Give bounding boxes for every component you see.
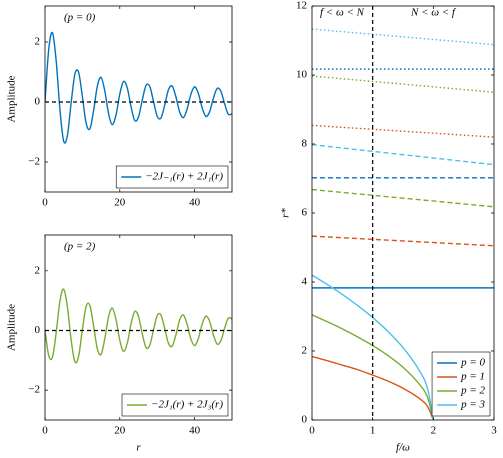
x-tick-label: 40	[189, 425, 201, 437]
data-line	[312, 188, 494, 208]
data-line	[312, 274, 435, 420]
y-tick-label: 6	[302, 207, 308, 219]
data-line	[312, 143, 494, 166]
y-tick-label: 2	[35, 264, 41, 276]
data-line	[312, 314, 435, 420]
legend: −2J₋₁(r) + 2J₁(r)	[115, 165, 229, 189]
x-axis-label: r	[136, 442, 141, 454]
annotation: f < ω < N	[320, 7, 365, 19]
y-axis-label: Amplitude	[6, 304, 18, 351]
data-line	[312, 235, 494, 247]
x-tick-label: 0	[42, 425, 48, 437]
plot-area	[312, 6, 494, 420]
y-tick-label: −2	[28, 156, 40, 168]
x-tick-label: 20	[114, 197, 126, 209]
data-line	[312, 75, 494, 93]
data-line	[45, 31, 232, 144]
y-tick-label: 2	[35, 36, 41, 48]
y-tick-label: −2	[28, 384, 40, 396]
y-tick-label: 2	[302, 345, 308, 357]
axes-frame	[44, 5, 233, 193]
legend: p = 0 p = 1 p = 2 p = 3	[431, 351, 491, 417]
x-axis-label: f/ω	[396, 442, 410, 454]
legend-label: p = 1	[460, 371, 485, 383]
legend-label: −2J₁(r) + 2J₃(r)	[151, 399, 223, 411]
x-tick-label: 1	[370, 425, 376, 437]
x-tick-label: 20	[114, 425, 126, 437]
x-tick-label: 0	[42, 197, 48, 209]
legend-box	[115, 165, 229, 189]
y-tick-label: 8	[302, 138, 308, 150]
plot-area	[45, 31, 232, 144]
y-axis-label: Amplitude	[6, 75, 18, 122]
annotation: N < ω < f	[410, 7, 457, 19]
x-tick-label: 2	[431, 425, 437, 437]
y-tick-label: 0	[302, 414, 308, 426]
data-line	[312, 124, 494, 138]
y-tick-label: 0	[35, 96, 41, 108]
x-tick-label: 0	[309, 425, 315, 437]
legend-box	[121, 393, 229, 417]
legend-label: p = 0	[460, 357, 485, 369]
x-tick-label: 3	[491, 425, 497, 437]
annotation: (p = 2)	[64, 241, 96, 253]
data-line	[45, 288, 232, 364]
data-line	[312, 355, 434, 420]
x-tick-label: 40	[189, 197, 201, 209]
y-tick-label: 4	[302, 276, 308, 288]
y-tick-label: 0	[35, 324, 41, 336]
y-tick-label: 12	[296, 0, 307, 12]
y-tick-label: 10	[296, 69, 308, 81]
annotation: (p = 0)	[64, 12, 96, 24]
axes-frame	[44, 234, 233, 421]
legend-label: p = 2	[460, 385, 485, 397]
legend: −2J₁(r) + 2J₃(r)	[121, 393, 229, 417]
data-line	[312, 28, 494, 46]
y-axis-label: r*	[280, 208, 292, 218]
legend-label: p = 3	[460, 399, 485, 411]
legend-label: −2J₋₁(r) + 2J₁(r)	[145, 171, 223, 183]
plot-area	[45, 288, 232, 364]
